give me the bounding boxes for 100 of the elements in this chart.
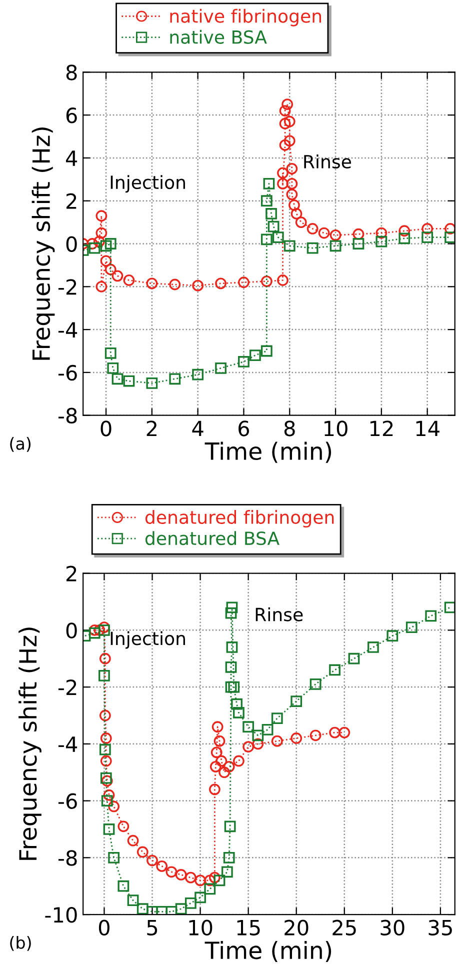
point <box>272 232 284 244</box>
point <box>99 652 111 664</box>
point <box>184 897 196 909</box>
y-tick-label: -4 <box>58 322 78 338</box>
point <box>277 167 288 179</box>
point <box>209 872 220 884</box>
point <box>271 712 283 724</box>
point <box>422 223 434 234</box>
point <box>238 276 250 288</box>
point <box>260 234 272 246</box>
point <box>103 789 115 801</box>
point <box>290 732 302 744</box>
x-tick-label: 8 <box>284 420 295 436</box>
point <box>101 795 113 806</box>
x-tick-label: 0 <box>100 420 112 436</box>
point <box>271 735 283 747</box>
point <box>260 345 272 357</box>
point <box>263 178 275 190</box>
y-axis-title: Frequency shift (Hz) <box>18 628 42 860</box>
legend-label: denatured BSA <box>145 531 280 546</box>
point <box>306 242 318 254</box>
y-tick-label: -2 <box>58 279 76 295</box>
point <box>262 724 274 736</box>
y-tick-label: 6 <box>66 108 77 124</box>
point <box>306 223 318 234</box>
x-tick-label: 4 <box>192 420 204 436</box>
point <box>352 228 364 240</box>
y-tick-label: -2 <box>58 680 76 695</box>
point <box>398 232 410 244</box>
point <box>242 721 254 733</box>
point <box>93 236 105 248</box>
point <box>352 238 364 250</box>
point <box>98 622 110 634</box>
point <box>184 872 196 884</box>
y-tick-label: -8 <box>58 408 77 424</box>
point <box>225 681 237 693</box>
y-tick-label: -6 <box>58 793 77 810</box>
point <box>286 178 298 190</box>
point <box>225 661 237 673</box>
point <box>204 883 216 895</box>
point <box>260 195 272 207</box>
point <box>376 236 388 248</box>
point <box>108 852 120 864</box>
point <box>192 280 204 292</box>
point <box>194 892 206 904</box>
point <box>252 730 264 742</box>
point <box>368 642 379 653</box>
point <box>221 866 233 878</box>
point <box>218 766 230 778</box>
point <box>166 866 178 878</box>
point <box>284 135 296 146</box>
y-tick-label: 0 <box>66 622 77 638</box>
point <box>108 800 120 812</box>
x-tick-label: 6 <box>238 420 250 436</box>
point <box>231 698 242 710</box>
annotation: Injection <box>110 175 185 193</box>
y-tick-label: 0 <box>66 236 77 252</box>
point <box>104 238 116 250</box>
x-tick-label: 0 <box>98 920 110 936</box>
point <box>233 755 244 767</box>
x-tick-label: 15 <box>237 920 260 936</box>
point <box>310 678 322 690</box>
x-tick-label: 10 <box>189 920 212 936</box>
point <box>192 368 204 380</box>
point <box>348 652 360 664</box>
point <box>94 624 106 636</box>
point <box>277 274 288 286</box>
point <box>88 627 100 639</box>
point <box>268 220 280 232</box>
x-tick-label: 5 <box>147 920 158 936</box>
annotation: Rinse <box>304 154 351 169</box>
point <box>279 118 291 130</box>
point <box>214 874 226 886</box>
point <box>127 834 139 846</box>
point <box>286 188 298 200</box>
point <box>290 208 302 220</box>
point <box>88 242 100 254</box>
point <box>209 784 220 796</box>
y-tick-label: -8 <box>58 850 77 866</box>
text: (a) <box>10 437 31 452</box>
point <box>288 199 300 211</box>
point <box>100 755 112 767</box>
point <box>98 624 110 636</box>
point <box>279 139 291 151</box>
point <box>228 681 240 693</box>
x-tick-label: 35 <box>428 920 452 936</box>
y-tick-label: -6 <box>58 364 77 381</box>
point <box>100 255 112 267</box>
annotation: Rinse <box>256 607 303 622</box>
point <box>444 602 455 614</box>
point <box>146 854 158 866</box>
y-tick-label: 4 <box>66 150 78 166</box>
annotation: Injection <box>110 631 185 649</box>
point <box>279 105 291 116</box>
x-tick-label: 10 <box>324 420 348 436</box>
point <box>100 772 112 784</box>
point <box>329 664 340 676</box>
point <box>223 852 235 864</box>
point <box>99 710 111 722</box>
point <box>146 278 158 290</box>
